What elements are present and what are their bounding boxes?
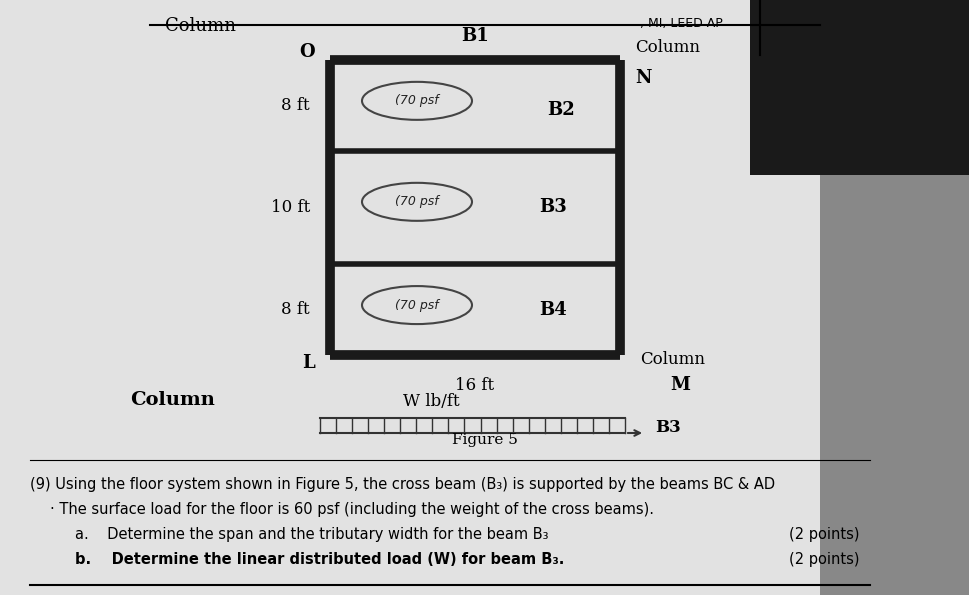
Text: , MI, LEED AP: , MI, LEED AP (640, 17, 722, 30)
Text: N: N (635, 69, 651, 87)
Bar (819, 0, 969, 595)
Text: Column: Column (165, 17, 235, 35)
Text: Column: Column (640, 352, 704, 368)
Text: M: M (670, 376, 689, 394)
Text: 8 ft: 8 ft (281, 301, 310, 318)
Text: (9) Using the floor system shown in Figure 5, the cross beam (B₃) is supported b: (9) Using the floor system shown in Figu… (30, 477, 774, 492)
Text: (2 points): (2 points) (789, 552, 860, 567)
Text: (70 psf: (70 psf (394, 195, 438, 208)
Bar (0, 0, 819, 595)
Text: · The surface load for the floor is 60 psf (including the weight of the cross be: · The surface load for the floor is 60 p… (50, 502, 653, 517)
Text: a.    Determine the span and the tributary width for the beam B₃: a. Determine the span and the tributary … (75, 527, 547, 542)
Text: O: O (299, 43, 315, 61)
Text: B3: B3 (654, 419, 680, 437)
Text: b.    Determine the linear distributed load (W) for beam B₃.: b. Determine the linear distributed load… (75, 552, 564, 567)
Text: 8 ft: 8 ft (281, 97, 310, 114)
Text: Column: Column (635, 39, 700, 57)
Text: B3: B3 (538, 199, 566, 217)
Text: Figure 5: Figure 5 (452, 433, 517, 447)
Text: (2 points): (2 points) (789, 527, 860, 542)
Text: Column: Column (130, 391, 215, 409)
Text: B2: B2 (547, 101, 575, 119)
Text: B1: B1 (460, 27, 488, 45)
Text: B4: B4 (538, 300, 566, 318)
Text: 10 ft: 10 ft (270, 199, 310, 216)
Text: (70 psf: (70 psf (394, 299, 438, 312)
Text: L: L (302, 354, 315, 372)
Text: (70 psf: (70 psf (394, 95, 438, 107)
Text: W lb/ft: W lb/ft (403, 393, 459, 410)
Bar (749, 0, 969, 175)
Text: 16 ft: 16 ft (455, 377, 494, 393)
